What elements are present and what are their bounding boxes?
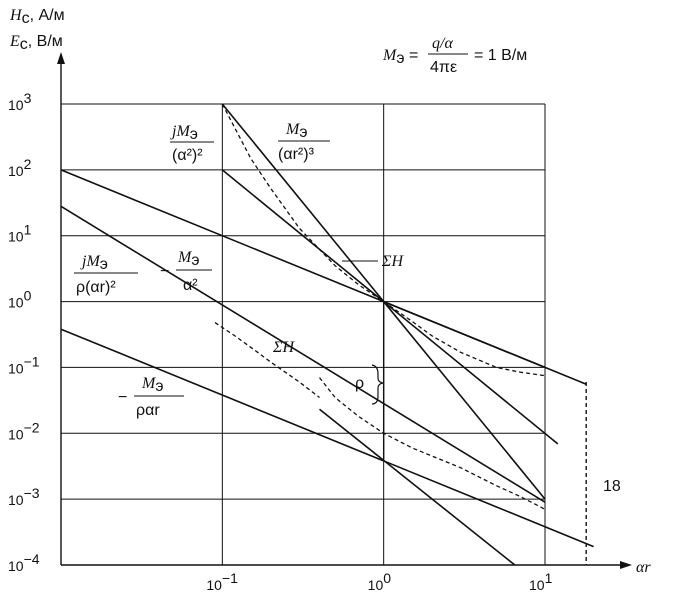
formula-rhs: = 1 В/м xyxy=(474,47,527,64)
annotation-rho: ρ xyxy=(355,364,384,405)
svg-text:ΣH: ΣH xyxy=(381,253,405,270)
grid xyxy=(61,103,546,566)
svg-text:ρ(αr)²: ρ(αr)² xyxy=(76,279,116,296)
y-tick-label-4: 10−1 xyxy=(8,353,40,376)
annotation-jm-a2sq: jMэ (α²)² xyxy=(170,123,214,164)
y-tick-label-2: 101 xyxy=(8,222,32,245)
y-tick-label-0: 103 xyxy=(8,90,32,113)
series-line-6 xyxy=(383,300,546,369)
series-line-3 xyxy=(60,205,546,503)
formula-den: 4πε xyxy=(430,59,457,76)
y-tick-label-1: 102 xyxy=(8,156,32,179)
series-line-2 xyxy=(221,169,559,445)
annotation-18: 18 xyxy=(603,478,621,495)
svg-text:Mэ =: Mэ = xyxy=(382,47,418,67)
series-group xyxy=(60,103,594,566)
y-axis-arrow xyxy=(57,52,65,64)
y-tick-label-7: 10−4 xyxy=(8,551,40,574)
svg-text:−: − xyxy=(160,263,169,280)
svg-text:(α²)²: (α²)² xyxy=(172,147,203,164)
series-line-4 xyxy=(60,328,594,548)
annotation-neg-m-rhoar: − Mэ ραr xyxy=(118,375,184,419)
annotation-neg-m-a2: − Mэ α² xyxy=(160,249,212,294)
series-line-8 xyxy=(318,377,546,510)
annotation-jm-rho: jMэ ρ(αr)² xyxy=(74,253,138,296)
formula-num: q/α xyxy=(432,35,453,52)
svg-text:ρ: ρ xyxy=(355,375,364,392)
svg-text:Mэ: Mэ xyxy=(141,375,164,395)
svg-text:−: − xyxy=(118,389,127,406)
svg-text:jMэ: jMэ xyxy=(80,253,108,273)
y-tick-label-6: 10−3 xyxy=(8,485,40,508)
x-tick-label-2: 101 xyxy=(529,570,553,593)
y-tick-label-5: 10−2 xyxy=(8,419,40,442)
y-axis-label-line1: Hc, А/м xyxy=(9,7,65,27)
markers-group xyxy=(382,301,587,565)
x-axis-arrow xyxy=(620,561,632,569)
svg-text:Mэ: Mэ xyxy=(177,249,200,269)
formula: Mэ = q/α 4πε = 1 В/м xyxy=(382,35,527,76)
ticks-group: 103 102 101 100 10−1 10−2 10−3 10−4 10−1 100 101 xyxy=(8,90,553,593)
svg-text:Mэ: Mэ xyxy=(285,121,308,141)
svg-text:ραr: ραr xyxy=(136,402,160,419)
svg-text:(αr²)³: (αr²)³ xyxy=(278,146,315,163)
svg-text:α²: α² xyxy=(183,277,198,294)
series-line-5 xyxy=(319,408,516,566)
y-axis-label-line2: Ec, В/м xyxy=(9,33,63,53)
series-line-9 xyxy=(214,322,320,399)
axes xyxy=(57,52,632,569)
annotation-sumh-upper: ΣH xyxy=(342,253,405,270)
annotation-m-ar2-cube: Mэ (αr²)³ xyxy=(278,121,330,163)
x-tick-label-0: 10−1 xyxy=(206,570,238,593)
annotation-sumh-lower: ΣH xyxy=(272,339,296,356)
x-tick-label-1: 100 xyxy=(368,570,392,593)
x-axis-label: αr xyxy=(636,559,651,576)
y-tick-label-3: 100 xyxy=(8,288,32,311)
svg-text:jMэ: jMэ xyxy=(170,123,198,143)
